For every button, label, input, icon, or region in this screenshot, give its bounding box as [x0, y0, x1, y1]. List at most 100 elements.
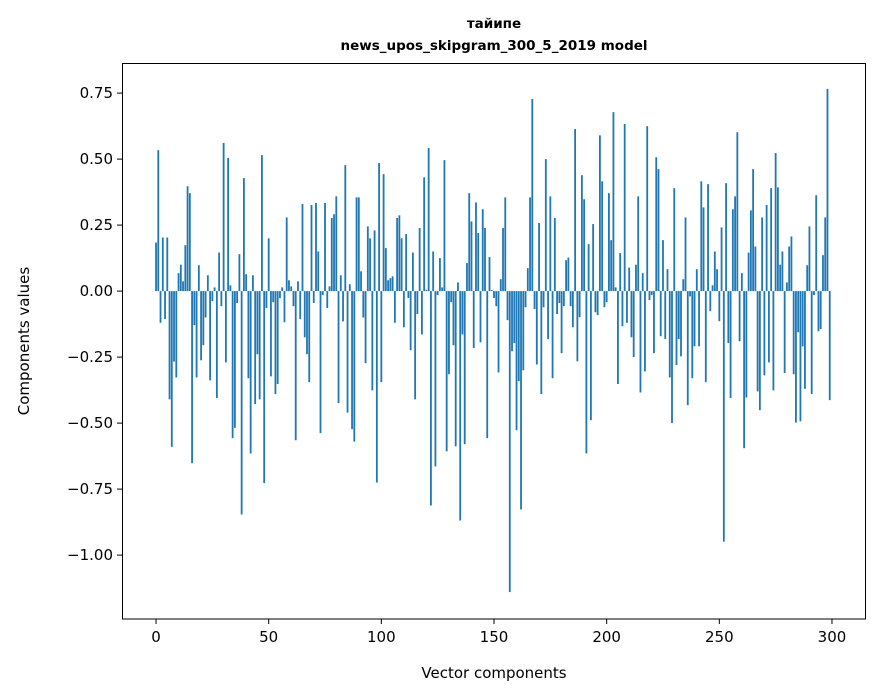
- bar-component-6: [168, 291, 171, 400]
- bar-component-203: [612, 112, 615, 292]
- bar-component-160: [515, 291, 518, 431]
- bar-component-288: [804, 291, 806, 389]
- bar-component-125: [436, 291, 439, 296]
- y-tick-label: −0.25: [67, 348, 113, 366]
- bar-component-173: [544, 159, 547, 292]
- bar-component-104: [389, 278, 392, 292]
- bar-component-179: [558, 291, 561, 303]
- bar-component-7: [170, 291, 173, 447]
- bar-component-164: [524, 291, 527, 308]
- bar-component-72: [317, 251, 320, 292]
- bar-component-5: [166, 237, 169, 292]
- bar-component-93: [364, 291, 367, 364]
- bar-component-205: [617, 291, 619, 385]
- bar-component-46: [258, 291, 261, 400]
- bar-component-265: [752, 169, 755, 292]
- bar-component-209: [626, 291, 628, 323]
- bar-component-18: [195, 291, 198, 378]
- bar-component-50: [267, 238, 270, 292]
- bar-component-11: [179, 264, 182, 292]
- axes-frame: [122, 63, 866, 620]
- bar-component-200: [605, 291, 608, 303]
- bar-component-281: [788, 246, 791, 292]
- bar-component-77: [328, 286, 331, 292]
- bar-component-117: [418, 228, 421, 292]
- bar-component-222: [655, 157, 658, 292]
- bar-component-217: [644, 291, 646, 372]
- bar-component-245: [707, 184, 709, 292]
- bar-component-55: [279, 291, 281, 299]
- bar-component-296: [822, 255, 824, 292]
- bar-component-118: [420, 291, 423, 335]
- bar-component-210: [628, 267, 631, 292]
- bar-component-148: [488, 257, 491, 292]
- bar-component-90: [357, 197, 360, 292]
- bar-component-225: [662, 240, 664, 292]
- bar-component-1: [157, 150, 160, 292]
- bar-component-197: [598, 135, 601, 292]
- bar-component-121: [427, 148, 430, 292]
- bar-component-62: [294, 291, 297, 441]
- bar-component-224: [659, 291, 662, 337]
- bar-component-59: [288, 280, 290, 292]
- bar-component-236: [686, 291, 689, 406]
- bar-component-25: [211, 291, 214, 302]
- bar-component-242: [700, 181, 703, 292]
- y-tick-label: −1.00: [67, 546, 113, 564]
- bar-component-234: [682, 279, 685, 292]
- bar-component-68: [308, 291, 311, 383]
- bar-component-54: [276, 291, 279, 385]
- bar-component-85: [346, 291, 349, 413]
- bar-component-134: [457, 282, 459, 292]
- bar-component-187: [576, 291, 579, 362]
- bar-component-251: [720, 227, 723, 292]
- bar-component-113: [409, 291, 412, 351]
- bar-component-96: [371, 291, 374, 391]
- bar-component-190: [583, 199, 586, 292]
- bar-component-182: [565, 260, 568, 292]
- bar-component-100: [380, 291, 383, 383]
- bar-component-218: [646, 126, 649, 292]
- bar-component-219: [648, 291, 651, 301]
- bar-component-56: [281, 287, 284, 292]
- bar-component-115: [414, 291, 417, 400]
- bar-component-252: [722, 291, 725, 542]
- bar-component-136: [461, 291, 464, 335]
- bar-component-299: [828, 291, 831, 401]
- bar-component-3: [161, 237, 164, 292]
- bar-component-103: [387, 280, 390, 292]
- bar-component-271: [765, 205, 768, 292]
- bar-component-66: [303, 291, 306, 338]
- bar-component-79: [333, 214, 335, 292]
- bar-component-38: [240, 291, 243, 515]
- bar-component-52: [272, 291, 275, 303]
- bar-component-158: [511, 291, 513, 352]
- bar-component-243: [702, 207, 705, 292]
- bar-component-44: [254, 291, 257, 405]
- bar-component-159: [513, 291, 516, 344]
- bar-component-192: [587, 244, 590, 292]
- bar-component-266: [754, 246, 757, 292]
- bar-component-155: [504, 197, 507, 292]
- bar-component-211: [630, 291, 633, 338]
- bar-component-287: [801, 291, 804, 347]
- bar-component-116: [416, 291, 419, 315]
- bar-component-258: [736, 132, 739, 292]
- bar-component-221: [653, 291, 655, 354]
- bar-component-8: [173, 291, 175, 362]
- bar-component-194: [592, 224, 595, 292]
- bar-component-175: [549, 196, 552, 292]
- bar-component-34: [231, 291, 234, 439]
- bar-component-274: [772, 291, 775, 391]
- bar-component-184: [569, 291, 572, 307]
- bar-component-119: [423, 177, 426, 292]
- bar-component-45: [256, 291, 259, 355]
- bar-component-257: [734, 196, 736, 292]
- bar-component-291: [810, 291, 813, 395]
- bar-component-272: [767, 291, 770, 363]
- bar-component-63: [297, 281, 299, 292]
- bar-component-270: [763, 291, 766, 376]
- bar-component-91: [360, 271, 362, 292]
- bar-component-28: [218, 252, 221, 292]
- y-tick-label: 0.00: [80, 282, 113, 300]
